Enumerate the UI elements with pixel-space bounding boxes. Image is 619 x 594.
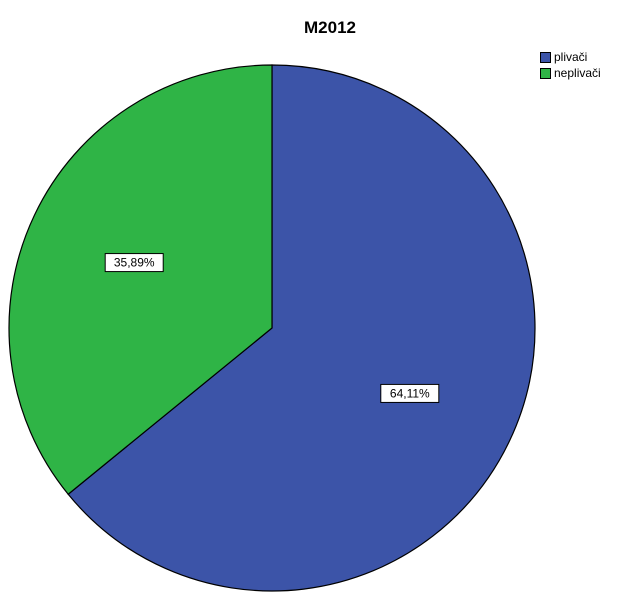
pie-slice-neplivaci	[8, 64, 273, 496]
legend: plivači neplivači	[540, 50, 601, 82]
pie-slice-plivaci	[67, 64, 536, 592]
legend-swatch-plivaci	[540, 51, 551, 63]
data-label-plivaci: 64,11%	[380, 383, 440, 403]
chart-title: M2012	[304, 18, 356, 37]
legend-swatch-neplivaci	[540, 67, 551, 79]
legend-label-neplivaci: neplivači	[554, 66, 601, 80]
legend-label-plivaci: plivači	[554, 50, 588, 64]
data-label-neplivaci: 35,89%	[104, 253, 164, 273]
data-label-text-neplivaci: 35,89%	[114, 256, 155, 270]
legend-item-plivaci: plivači	[540, 50, 601, 64]
data-label-text-plivaci: 64,11%	[390, 386, 430, 400]
data-label-box-plivaci	[380, 383, 440, 403]
legend-item-neplivaci: neplivači	[540, 66, 601, 80]
data-label-box-neplivaci	[104, 253, 164, 273]
